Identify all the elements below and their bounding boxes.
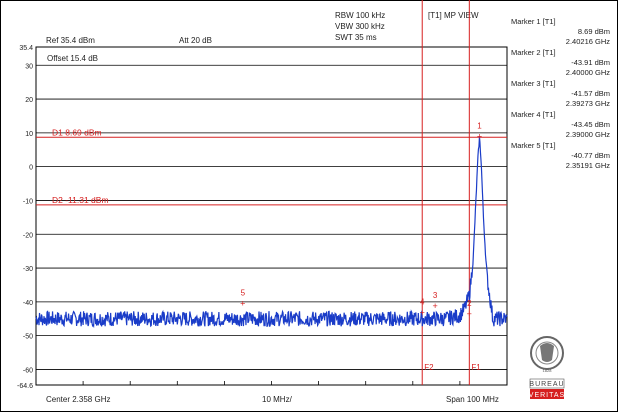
y-tick-label: 10 [25,131,33,138]
marker-title: Marker 3 [T1] [511,79,556,88]
marker-symbol: + [432,301,437,311]
marker-frequency: 2.39273 GHz [566,99,610,108]
y-tick-label: -10 [23,198,33,205]
spectrum-trace [35,136,508,329]
logo-band-top [529,378,565,389]
marker-title: Marker 4 [T1] [511,110,556,119]
marker-number: 3 [433,291,438,300]
marker-level: -40.77 dBm [571,151,610,160]
attenuation-label: Att 20 dB [179,36,212,45]
marker-number: 4 [420,298,425,307]
offset-label: Offset 15.4 dB [47,54,98,63]
marker-level: -41.57 dBm [571,89,610,98]
ref-level-label: Ref 35.4 dBm [46,36,95,45]
y-tick-label: -64.6 [17,383,33,390]
y-tick-label: -60 [23,367,33,374]
marker-number: 2 [467,299,472,308]
logo-seal-outer [530,336,564,370]
y-tick-labels: 35.4 30 20 10 0 -10 -20 -30 -40 -50 -60 -64.6 [17,45,33,390]
marker-symbol: + [477,131,482,141]
marker-level: -43.45 dBm [571,120,610,129]
marker-symbol: + [420,308,425,318]
center-frequency-label: Center 2.358 GHz [46,395,110,404]
swt-label: SWT 35 ms [335,33,377,42]
marker-symbol: + [240,298,245,308]
marker-title: Marker 1 [T1] [511,17,556,26]
marker-title: Marker 2 [T1] [511,48,556,57]
logo-text-bureau: BUREAU [529,381,564,388]
grid [36,64,507,370]
plot-frame [35,46,508,386]
logo-figure-icon [540,343,554,362]
vbw-label: VBW 300 kHz [335,22,385,31]
x-ticks [35,381,508,385]
y-tick-label: 20 [25,97,33,104]
marker-title: Marker 5 [T1] [511,141,556,150]
marker-frequency: 2.35191 GHz [566,161,610,170]
marker-symbol: + [467,309,472,319]
display-lines: D1 8.69 dBm D2 -11.31 dBm [36,127,507,206]
logo-band-bottom [530,389,564,399]
bureau-veritas-logo: 1828 BUREAU VERITAS [529,336,565,399]
y-tick-label: 35.4 [19,45,33,52]
frequency-lines: F2 F1 [421,0,481,385]
marker-number: 1 [477,121,482,130]
marker-number: 5 [241,288,246,297]
y-tick-label: 30 [25,63,33,70]
marker-level: -43.91 dBm [571,58,610,67]
view-label: [T1] MP VIEW [428,11,479,20]
division-label: 10 MHz/ [262,395,293,404]
y-tick-label: -30 [23,266,33,273]
marker-frequency: 2.40216 GHz [566,37,610,46]
marker-level: 8.69 dBm [578,27,610,36]
span-label: Span 100 MHz [446,395,499,404]
marker-frequency: 2.40000 GHz [566,68,610,77]
logo-year: 1828 [543,368,553,373]
rbw-label: RBW 100 kHz [335,11,385,20]
logo-seal-inner [535,341,559,365]
logo-text-veritas: VERITAS [529,392,565,399]
frequency-line-label: F2 [424,363,434,372]
frequency-line-label: F1 [471,363,481,372]
display-line-label: D2 -11.31 dBm [52,195,109,205]
y-tick-label: -50 [23,334,33,341]
y-tick-label: -40 [23,300,33,307]
y-tick-label: -20 [23,232,33,239]
marker-frequency: 2.39000 GHz [566,130,610,139]
display-line-label: D1 8.69 dBm [52,127,102,137]
y-tick-label: 0 [29,165,33,172]
marker-points: +1+2+3+4+5 [240,121,482,319]
